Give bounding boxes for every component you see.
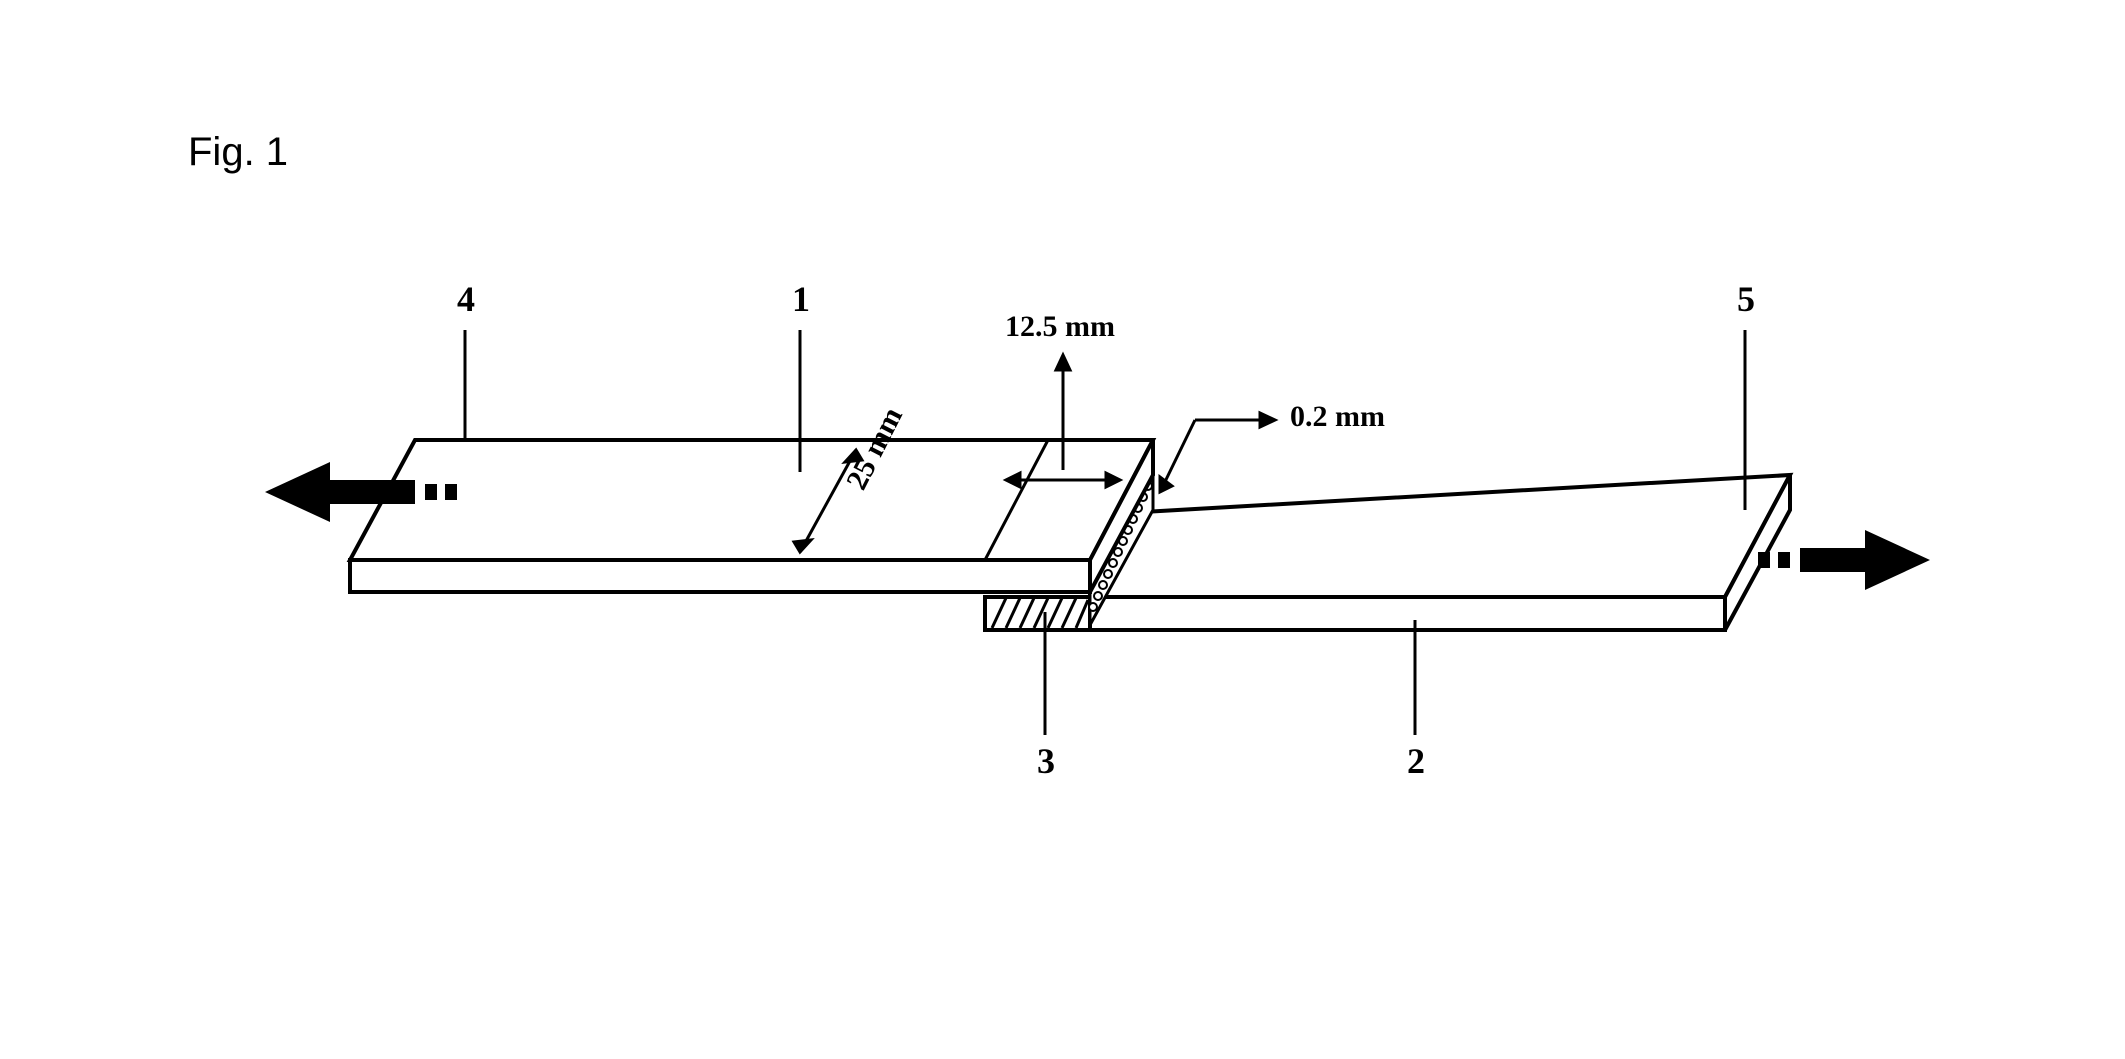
callout-5: 5 — [1737, 278, 1755, 320]
pull-arrow-right — [1758, 530, 1930, 590]
callout-4: 4 — [457, 278, 475, 320]
upper-plate — [350, 440, 1153, 592]
callout-2: 2 — [1407, 740, 1425, 782]
dimension-0-2mm — [1160, 413, 1275, 492]
callout-3: 3 — [1037, 740, 1055, 782]
label-0-2mm: 0.2 mm — [1290, 400, 1385, 434]
callout-1: 1 — [792, 278, 810, 320]
label-12-5mm: 12.5 mm — [1005, 310, 1115, 344]
diagram-canvas — [0, 0, 2125, 1059]
